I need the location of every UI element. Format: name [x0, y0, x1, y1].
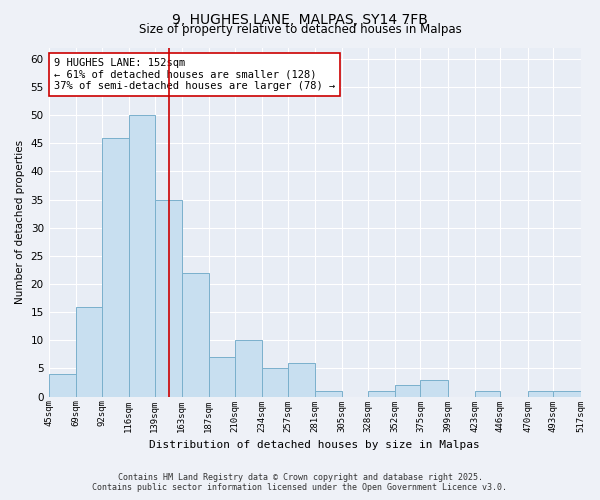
- Bar: [553, 391, 581, 396]
- Bar: [287, 363, 314, 396]
- Bar: [475, 391, 500, 396]
- Text: 9 HUGHES LANE: 152sqm
← 61% of detached houses are smaller (128)
37% of semi-det: 9 HUGHES LANE: 152sqm ← 61% of detached …: [54, 58, 335, 91]
- Text: Contains HM Land Registry data © Crown copyright and database right 2025.
Contai: Contains HM Land Registry data © Crown c…: [92, 473, 508, 492]
- Bar: [101, 138, 128, 396]
- Bar: [395, 386, 421, 396]
- Bar: [182, 273, 209, 396]
- Y-axis label: Number of detached properties: Number of detached properties: [15, 140, 25, 304]
- Bar: [421, 380, 448, 396]
- Bar: [209, 357, 235, 397]
- Bar: [76, 306, 101, 396]
- Bar: [49, 374, 76, 396]
- Bar: [128, 115, 155, 396]
- Bar: [368, 391, 395, 396]
- Bar: [155, 200, 182, 396]
- Bar: [527, 391, 553, 396]
- X-axis label: Distribution of detached houses by size in Malpas: Distribution of detached houses by size …: [149, 440, 480, 450]
- Bar: [314, 391, 341, 396]
- Bar: [262, 368, 287, 396]
- Text: 9, HUGHES LANE, MALPAS, SY14 7FB: 9, HUGHES LANE, MALPAS, SY14 7FB: [172, 12, 428, 26]
- Text: Size of property relative to detached houses in Malpas: Size of property relative to detached ho…: [139, 22, 461, 36]
- Bar: [235, 340, 262, 396]
